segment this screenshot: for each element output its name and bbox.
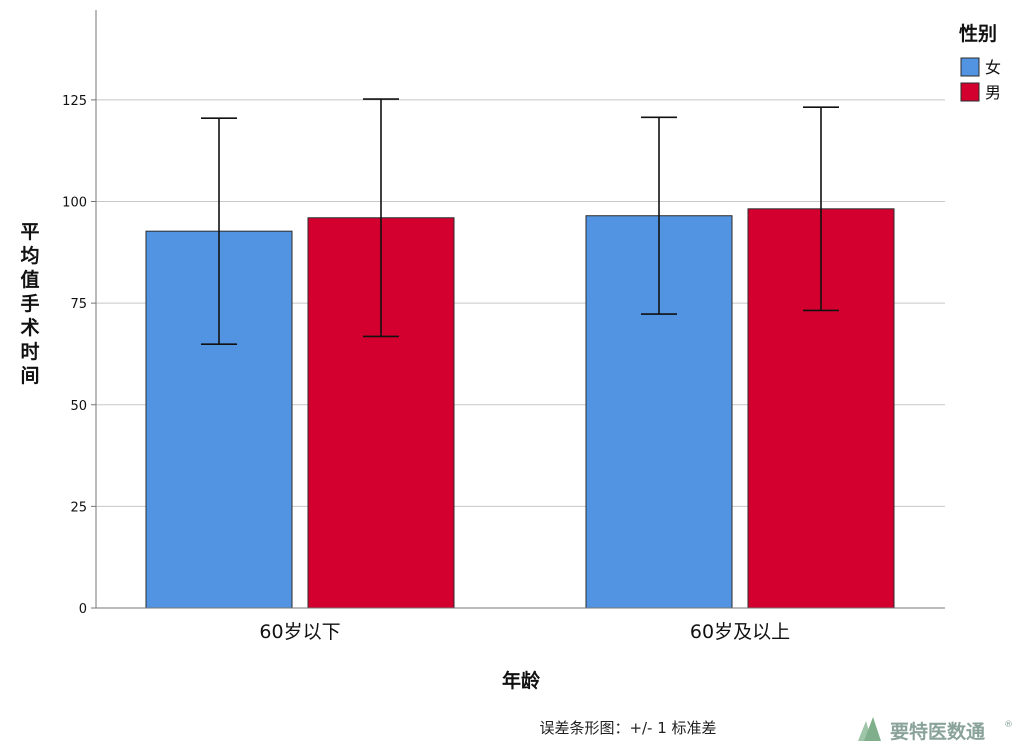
- x-category-label: 60岁及以上: [690, 621, 790, 643]
- error-bar-男-60岁以下: [363, 98, 399, 338]
- watermark-logo-icon: [858, 717, 881, 741]
- error-bar-女-60岁以下: [201, 117, 237, 345]
- watermark-registered: ®: [1004, 720, 1013, 730]
- x-axis-title: 年龄: [502, 669, 541, 692]
- legend-label-男: 男: [985, 83, 1001, 102]
- legend-swatch-男: [960, 82, 980, 102]
- y-axis-title-char: 平: [20, 221, 39, 243]
- y-axis-title-char: 手: [20, 292, 39, 315]
- x-category-labels: 60岁以下 60岁及以上: [259, 621, 790, 643]
- y-axis-title-char: 间: [20, 365, 39, 387]
- watermark: 要特医数通 ®: [858, 717, 1013, 743]
- y-axis-title-char: 均: [20, 244, 39, 267]
- y-tick-labels: 0 25 50 75 100 125: [62, 94, 96, 617]
- bars: [145, 208, 895, 609]
- y-tick-label: 0: [79, 602, 87, 617]
- footnote: 误差条形图：+/- 1 标准差: [539, 719, 716, 737]
- watermark-text: 要特医数通: [890, 720, 986, 743]
- y-axis-title-char: 值: [20, 268, 39, 291]
- axes: [95, 10, 945, 609]
- y-tick-label: 125: [62, 94, 87, 109]
- legend: 女男: [960, 57, 1001, 102]
- y-tick-label: 25: [70, 500, 87, 515]
- x-category-label: 60岁以下: [259, 621, 340, 643]
- legend-label-女: 女: [985, 58, 1001, 77]
- y-tick-label: 100: [62, 196, 87, 211]
- y-tick-label: 50: [70, 399, 87, 414]
- y-tick-label: 75: [70, 297, 87, 312]
- legend-swatch-女: [960, 57, 980, 77]
- error-bar-女-60岁及以上: [641, 116, 677, 315]
- legend-title: 性别: [959, 22, 997, 45]
- error-bars: [201, 98, 839, 345]
- y-axis-title-char: 术: [20, 317, 39, 339]
- error-bar-男-60岁及以上: [803, 106, 839, 312]
- bar-男-60岁以下: [307, 217, 455, 609]
- y-axis-title-char: 时: [20, 341, 39, 363]
